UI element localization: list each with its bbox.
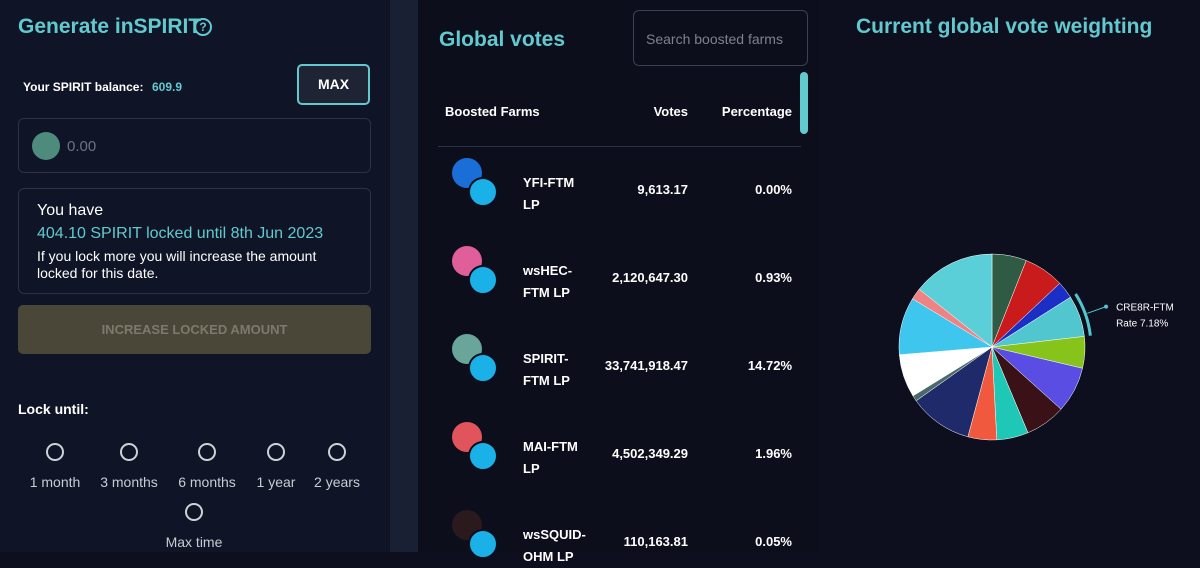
title: Current global vote weighting [856,15,1153,38]
farm-name: YFI-FTM LP [523,175,575,212]
highlight-arc [1074,293,1092,336]
search[interactable]: Search boosted farms [633,10,808,66]
option-label: 1 month [29,474,81,490]
slice-name: CRE8R-FTM [1116,303,1174,314]
title: Generate inSPIRIT [18,15,202,38]
option-label: 1 year [256,474,296,490]
input-placeholder: 0.00 [67,138,97,155]
callout-dot [1104,304,1109,309]
ftm-icon [468,265,498,295]
lock-until: Lock until: [18,401,89,417]
column-header: Percentage [721,104,792,119]
votes: 2,120,647.30 [612,270,688,285]
balance: 609.9 [152,80,183,94]
callout [1087,306,1107,314]
column-header: Votes [653,104,688,119]
scrollbar[interactable] [800,72,808,134]
farm-name: wsHEC-FTM LP [523,263,573,300]
ftm-icon [468,177,498,207]
radio[interactable] [185,503,203,521]
pie-slice [918,253,993,348]
farm-name: MAI-FTM LP [523,439,578,476]
balance-label: Your SPIRIT balance: [23,80,144,94]
ftm-icon [468,441,498,471]
column-header: Boosted Farms [445,104,540,119]
radio[interactable] [328,443,346,461]
page: Generate inSPIRIT ? Your SPIRIT balance:… [0,0,1174,564]
middle-panel: Global votes Search boosted farms Booste… [418,0,818,564]
pie-chart: CRE8R-FTM Rate 7.18% [898,253,1174,441]
max-button[interactable]: MAX [297,64,370,105]
radio[interactable] [46,443,64,461]
radio[interactable] [120,443,138,461]
percentage: 14.72% [747,358,792,373]
info-card: You have 404.10 SPIRIT locked until 8th … [18,188,371,294]
header-rule [438,146,801,147]
option-label: 2 years [314,474,360,490]
option-label: 6 months [178,474,236,490]
percentage: 0.05% [755,534,792,549]
votes: 9,613.17 [637,182,688,197]
info-locked: 404.10 SPIRIT locked until 8th Jun 2023 [37,225,324,242]
spirit-icon [32,132,60,160]
title: Global votes [439,28,566,51]
option-label: 3 months [100,474,158,490]
votes: 4,502,349.29 [612,446,688,461]
amount-input[interactable]: 0.00 [18,118,371,173]
percentage: 0.93% [755,270,792,285]
votes: 33,741,918.47 [604,358,688,373]
divider [390,0,418,552]
percentage: 0.00% [755,182,792,197]
farm-name: SPIRIT-FTM LP [523,351,570,388]
info-heading: You have [37,202,104,219]
ftm-icon [468,353,498,383]
radio[interactable] [198,443,216,461]
slice-rate: Rate 7.18% [1116,319,1168,330]
info-note: If you lock more you will increase the a… [37,248,317,281]
ftm-icon [468,529,498,559]
radio[interactable] [267,443,285,461]
increase-button[interactable]: INCREASE LOCKED AMOUNT [18,305,371,354]
left-panel: Generate inSPIRIT ? Your SPIRIT balance:… [0,0,390,552]
votes: 110,163.81 [623,534,688,549]
help-icon[interactable]: ? [194,18,212,36]
percentage: 1.96% [755,446,792,461]
option-label: Max time [165,534,223,550]
